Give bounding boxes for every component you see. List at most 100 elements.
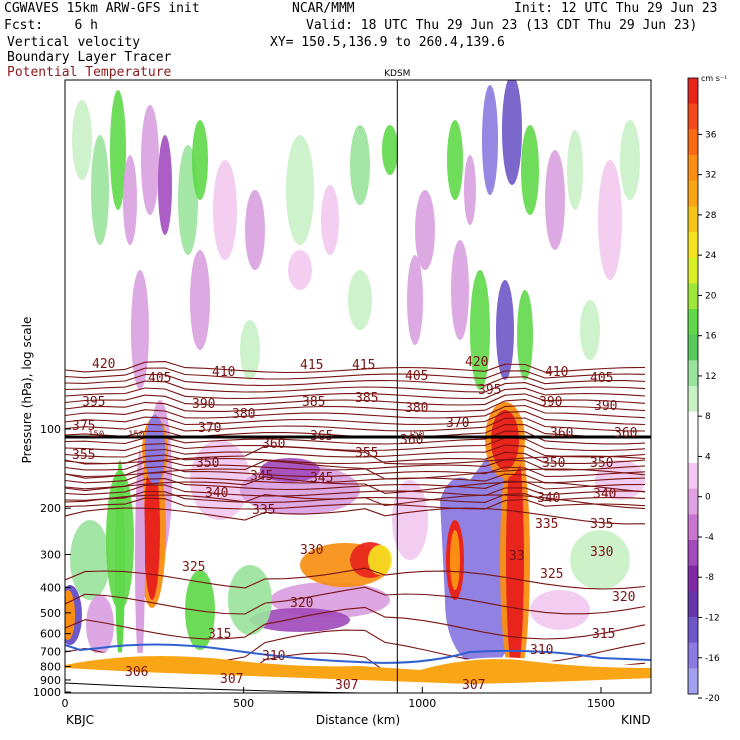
- field-label-potential-temperature: Potential Temperature: [7, 65, 172, 80]
- colorbar-swatch: [688, 257, 698, 284]
- theta-contour-line: [65, 380, 646, 393]
- colorbar-swatch: [688, 463, 698, 490]
- velocity-cell: [392, 480, 428, 560]
- theta-contour-label: 150: [408, 430, 424, 440]
- velocity-cell: [348, 270, 372, 330]
- theta-contour-line: [65, 476, 646, 494]
- velocity-cell: [110, 90, 126, 210]
- theta-contour-line: [65, 404, 646, 419]
- colorbar-swatch: [688, 103, 698, 130]
- velocity-cell: [451, 240, 469, 340]
- velocity-cell: [580, 300, 600, 360]
- theta-contour-line: [65, 387, 646, 400]
- velocity-cell: [502, 80, 522, 185]
- y-tick-label: 700: [40, 645, 61, 658]
- theta-contour-label: 340: [537, 491, 560, 506]
- y-tick-label: 100: [40, 423, 61, 436]
- colorbar-swatch: [688, 617, 698, 644]
- theta-contour-label: 350: [196, 456, 219, 471]
- theta-contour-line: [65, 417, 646, 432]
- theta-contour-label: 335: [590, 517, 613, 532]
- y-tick-label: 400: [40, 581, 61, 594]
- theta-contour-label: 330: [300, 543, 323, 558]
- velocity-cell: [72, 100, 92, 180]
- y-tick-label: 900: [40, 674, 61, 687]
- velocity-cell: [321, 185, 339, 255]
- velocity-cell: [482, 85, 498, 195]
- field-label-boundary-layer-tracer: Boundary Layer Tracer: [7, 50, 172, 65]
- forecast-hour: Fcst: 6 h: [4, 18, 98, 33]
- theta-contour-label: 307: [335, 678, 358, 693]
- colorbar-swatch: [688, 78, 698, 105]
- colorbar-tick-label: -16: [705, 654, 720, 664]
- colorbar-border: [687, 77, 699, 695]
- theta-contour-label: 360: [262, 437, 285, 452]
- theta-contour-label: 390: [594, 399, 617, 414]
- colorbar-swatch: [688, 129, 698, 156]
- velocity-cell: [131, 270, 149, 390]
- updraft-core: [450, 530, 460, 590]
- velocity-cell: [447, 120, 463, 200]
- velocity-cell: [228, 565, 272, 635]
- velocity-cell: [470, 270, 490, 390]
- colorbar-swatch: [688, 668, 698, 695]
- velocity-cell: [185, 570, 215, 650]
- theta-contour-label: 365: [310, 429, 333, 444]
- theta-contour-label: 315: [208, 627, 231, 642]
- velocity-cell: [517, 290, 533, 380]
- y-tick-label: 600: [40, 628, 61, 641]
- cross-section-endpoints: XY= 150.5,136.9 to 260.4,139.6: [270, 35, 505, 50]
- theta-contour-label: 360: [400, 433, 423, 448]
- colorbar-swatch: [688, 206, 698, 233]
- theta-contour-line: [65, 437, 646, 452]
- theta-contour-label: 375: [72, 419, 95, 434]
- plot-frame: KDSM: [64, 69, 652, 694]
- theta-contour-label: 415: [352, 358, 375, 373]
- theta-contour-line: [65, 451, 646, 465]
- theta-contour-label: 350: [542, 456, 565, 471]
- velocity-cell: [213, 160, 237, 260]
- theta-contour-line: [65, 460, 646, 480]
- velocity-cell: [415, 190, 435, 270]
- theta-contour-line: [65, 497, 646, 510]
- theta-contour-label: 410: [212, 365, 235, 380]
- boundary-layer-tracer: [65, 656, 651, 684]
- colorbar-tick-label: 0: [705, 493, 711, 503]
- velocity-cell: [496, 280, 514, 380]
- theta-contour-label: 307: [220, 672, 243, 687]
- velocity-cell: [521, 125, 539, 215]
- left-endpoint-label: KBJC: [66, 713, 94, 727]
- velocity-cell: [620, 120, 640, 200]
- colorbar-swatch: [688, 540, 698, 567]
- theta-contour-line: [65, 459, 646, 471]
- theta-contour-label: 335: [535, 517, 558, 532]
- x-tick-label: 500: [233, 697, 254, 710]
- y-tick-label: 800: [40, 661, 61, 674]
- theta-contour-label: 340: [593, 487, 616, 502]
- theta-contour-label: 325: [182, 560, 205, 575]
- boundary-layer-top: [65, 643, 651, 664]
- theta-contour-line: [65, 444, 646, 458]
- velocity-cell: [288, 250, 312, 290]
- velocity-cell: [530, 590, 590, 630]
- theta-contour-label: 405: [148, 371, 171, 386]
- center-label: NCAR/MMM: [292, 1, 355, 16]
- theta-contour-line: [65, 373, 646, 387]
- x-tick-label: 0: [62, 697, 69, 710]
- theta-contour-label: 320: [290, 596, 313, 611]
- theta-contour-line: [65, 361, 646, 374]
- theta-contour-label: 315: [592, 627, 615, 642]
- theta-contour-label: 420: [92, 357, 115, 372]
- theta-contour-line: [65, 567, 646, 590]
- theta-contour-line: [65, 606, 646, 640]
- velocity-cell: [286, 135, 314, 245]
- velocity-cell: [91, 135, 109, 245]
- theta-contour-line: [65, 393, 646, 406]
- theta-contour-line: [65, 411, 646, 426]
- model-title: CGWAVES 15km ARW-GFS init: [4, 1, 200, 16]
- colorbar-tick-label: 12: [705, 372, 716, 382]
- velocity-cell: [250, 608, 350, 632]
- velocity-cell: [567, 130, 583, 210]
- theta-contour-line: [65, 484, 646, 497]
- y-tick-label: 300: [40, 548, 61, 561]
